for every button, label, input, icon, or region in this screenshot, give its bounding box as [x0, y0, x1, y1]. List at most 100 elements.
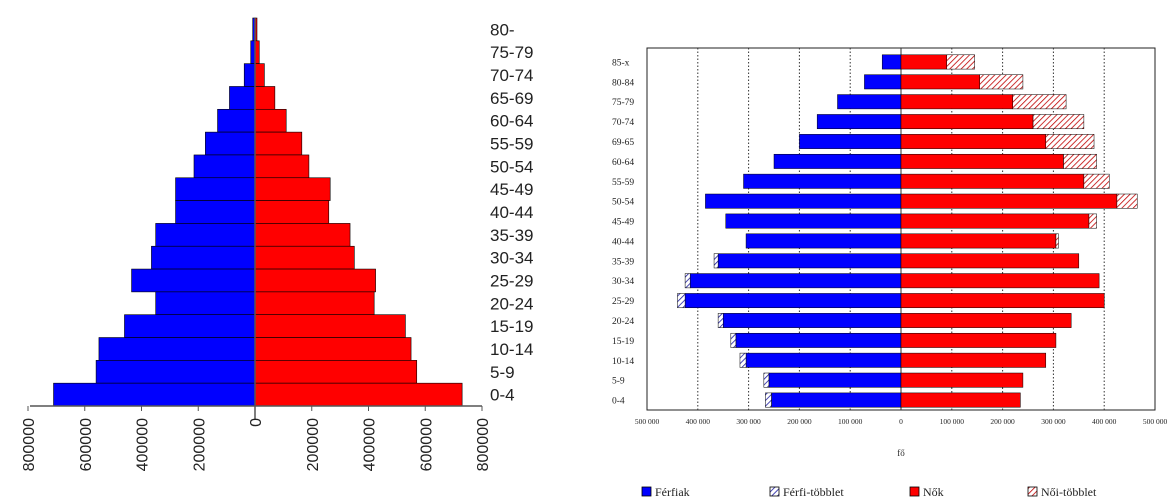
left-bar-blue-70-74	[243, 63, 256, 87]
left-bar-red-40-44	[254, 200, 330, 224]
left-bar-red-10-14	[254, 337, 412, 361]
right-bar-nok-25-29	[900, 293, 1105, 309]
left-tick-label: 400000	[135, 418, 152, 471]
right-bar-ferfiak-70-74	[816, 114, 902, 130]
left-category-label: 50-54	[490, 157, 533, 176]
left-bar-red-15-19	[254, 314, 406, 338]
left-tick-label: 800000	[21, 418, 38, 471]
legend-label-noi-tobblet: Női-többlet	[1041, 485, 1097, 499]
legend-swatch-noi-tobblet	[1027, 486, 1038, 497]
right-x-axis-label: fő	[897, 448, 905, 458]
right-bar-ferfiak-80-84	[864, 74, 902, 90]
right-tick-label: 200 000	[990, 417, 1015, 426]
right-bar-noi-tobblet-80-84	[979, 74, 1024, 90]
right-tick-label: 500 000	[1143, 417, 1168, 426]
right-bar-nok-15-19	[900, 332, 1057, 348]
right-bar-nok-45-49	[900, 213, 1090, 229]
left-category-label: 10-14	[490, 340, 533, 359]
left-category-label: 60-64	[490, 112, 533, 131]
left-category-label: 40-44	[490, 203, 533, 222]
right-bar-ferfiak-69-65	[799, 134, 902, 149]
right-bar-ferfiak-10-14	[745, 352, 902, 368]
right-bar-ferfi-tobblet-30-34	[684, 273, 691, 289]
right-category-label: 10-14	[612, 357, 634, 367]
left-bar-blue-30-34	[151, 245, 256, 270]
right-bar-noi-tobblet-70-74	[1032, 114, 1085, 130]
right-bar-ferfiak-30-34	[689, 273, 902, 289]
left-tick-label: 600000	[78, 418, 95, 471]
right-bar-noi-tobblet-85-x	[946, 54, 975, 70]
right-bar-ferfiak-45-49	[725, 213, 902, 229]
right-tick-label: 400 000	[686, 417, 711, 426]
left-bar-blue-50-54	[193, 154, 256, 179]
right-category-label: 25-29	[612, 297, 634, 307]
right-bar-nok-5-9	[900, 372, 1024, 388]
right-category-label: 60-64	[612, 158, 634, 168]
right-bar-nok-20-24	[900, 313, 1072, 328]
right-tick-label: 400 000	[1092, 417, 1117, 426]
legend-label-ferfiak: Férfiak	[655, 485, 690, 499]
legend: Férfiak Férfi-többlet Nők Női-többlet	[641, 485, 1097, 499]
right-tick-label: 300 000	[1041, 417, 1066, 426]
right-category-label: 70-74	[612, 118, 634, 128]
legend-label-nok: Nők	[923, 485, 944, 499]
right-bar-nok-35-39	[900, 253, 1080, 269]
right-category-label: 69-65	[612, 138, 634, 148]
right-bar-noi-tobblet-45-49	[1088, 213, 1097, 229]
right-categories-group: 85-x 80-84 75-79 70-74 69-65 60-64 55-59 50-54 4…	[612, 58, 634, 406]
left-ticks-group: 800000 600000 400000 200000 0 200000 400000 600…	[21, 406, 492, 471]
right-bar-nok-70-74	[900, 114, 1034, 130]
left-category-label: 75-79	[490, 43, 533, 62]
right-bar-ferfiak-50-54	[705, 193, 902, 209]
left-category-label: 30-34	[490, 249, 533, 268]
right-tick-label: 0	[899, 417, 903, 426]
left-category-label: 65-69	[490, 89, 533, 108]
left-bar-blue-0-4	[53, 382, 256, 407]
right-category-label: 50-54	[612, 198, 634, 208]
right-category-label: 40-44	[612, 237, 634, 247]
right-category-label: 15-19	[612, 337, 634, 347]
right-bars-group	[677, 54, 1138, 408]
right-category-label: 0-4	[612, 397, 625, 407]
right-bar-ferfiak-20-24	[722, 313, 902, 328]
right-bar-ferfiak-60-64	[773, 153, 902, 169]
right-tick-label: 500 000	[635, 417, 660, 426]
left-category-label: 15-19	[490, 317, 533, 336]
left-category-label: 45-49	[490, 180, 533, 199]
left-bar-blue-20-24	[155, 291, 256, 316]
left-bar-red-5-9	[254, 360, 418, 384]
left-category-label: 80-	[490, 20, 515, 39]
right-bar-ferfiak-25-29	[684, 293, 902, 309]
left-bar-blue-5-9	[95, 360, 256, 384]
right-category-label: 55-59	[612, 178, 634, 188]
right-bar-nok-30-34	[900, 273, 1100, 289]
left-tick-label: 200000	[191, 418, 208, 471]
right-bar-nok-55-59	[900, 173, 1085, 189]
right-bar-noi-tobblet-60-64	[1063, 153, 1097, 169]
left-bar-red-55-59	[254, 131, 303, 156]
right-category-label: 30-34	[612, 277, 634, 287]
right-ticks-group: 500 000 400 000 300 000 200 000 100 000 0 100 …	[635, 417, 1168, 426]
left-categories-group: 80- 75-79 70-74 65-69 60-64 55-59 50-54 45-49 40…	[490, 20, 533, 404]
left-bar-blue-40-44	[175, 200, 256, 224]
right-bar-ferfi-tobblet-20-24	[717, 313, 724, 328]
right-bar-ferfi-tobblet-35-39	[713, 253, 719, 269]
left-bar-blue-35-39	[155, 223, 256, 247]
right-bar-nok-50-54	[900, 193, 1118, 209]
right-category-label: 45-49	[612, 218, 634, 228]
right-bar-nok-85-x	[900, 54, 947, 70]
right-bar-nok-75-79	[900, 94, 1014, 110]
left-bar-red-65-69	[254, 86, 276, 110]
right-bar-nok-60-64	[900, 153, 1064, 169]
right-bar-noi-tobblet-69-65	[1045, 134, 1095, 149]
right-bar-ferfiak-5-9	[768, 372, 902, 388]
right-bar-nok-80-84	[900, 74, 980, 90]
right-bar-noi-tobblet-40-44	[1055, 233, 1059, 249]
right-bar-ferfiak-35-39	[717, 253, 902, 269]
left-bar-red-35-39	[254, 223, 351, 247]
right-tick-label: 200 000	[787, 417, 812, 426]
left-category-label: 35-39	[490, 226, 533, 245]
right-bar-nok-0-4	[900, 392, 1021, 408]
right-bar-noi-tobblet-75-79	[1012, 94, 1067, 110]
right-bar-noi-tobblet-55-59	[1083, 173, 1110, 189]
